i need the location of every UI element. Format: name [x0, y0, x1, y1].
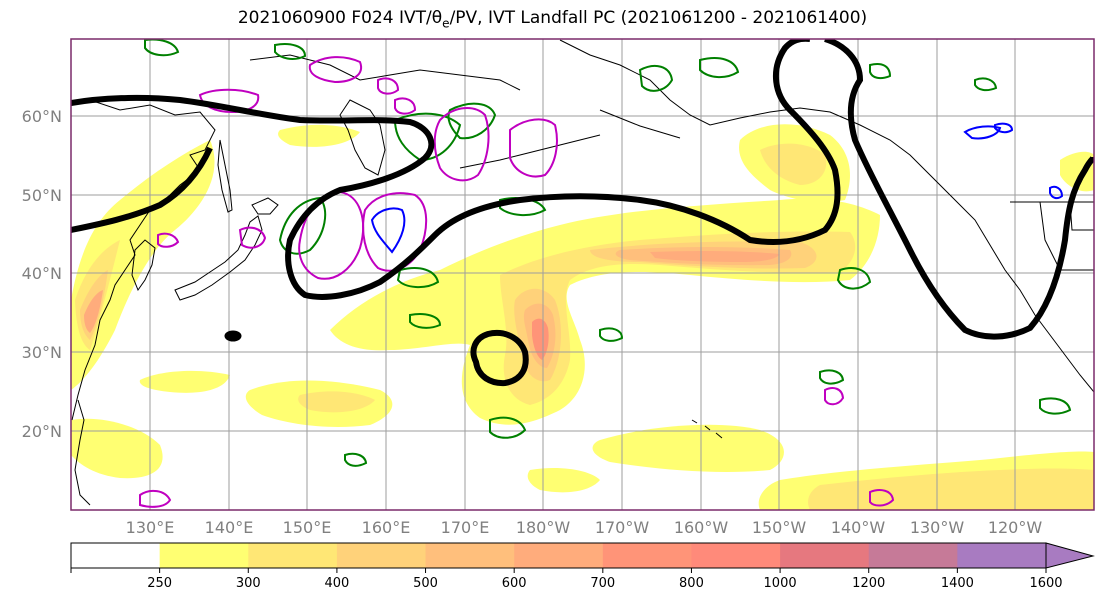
colorbar-tick-label: 500: [413, 576, 438, 591]
colorbar-tick-label: 300: [236, 576, 261, 591]
lon-label-150e: 150°E: [283, 518, 332, 537]
lon-label-150w: 150°W: [752, 518, 807, 537]
colorbar-cell: [336, 543, 427, 568]
lon-label-170w: 170°W: [595, 518, 650, 537]
colorbar-cell: [159, 543, 249, 568]
colorbar-tick-label: 700: [590, 576, 615, 591]
lon-labels: 130°E 140°E 150°E 160°E 170°E 180°W 170°…: [126, 518, 1043, 537]
colorbar-cell: [957, 543, 1047, 568]
lat-label-50: 50°N: [22, 186, 62, 205]
colorbar-tick-label: 1600: [1029, 576, 1062, 591]
lon-label-160e: 160°E: [362, 518, 411, 537]
lat-labels: 60°N 50°N 40°N 30°N 20°N: [22, 107, 62, 441]
ivt-shading: [71, 124, 1094, 510]
pv-blue-contours: [370, 122, 1064, 254]
colorbar-extend-arrow: [1045, 542, 1095, 569]
lat-label-20: 20°N: [22, 422, 62, 441]
colorbar-cell: [71, 543, 161, 568]
colorbar-tick-label: 250: [147, 576, 172, 591]
colorbar-cell: [514, 543, 604, 568]
theta-e-contours: [144, 39, 1072, 467]
colorbar: 250 300 400 500 600 700 800 1000 1200 1400 1600: [70, 542, 1095, 591]
colorbar-cell: [248, 543, 338, 568]
lon-label-180w: 180°W: [516, 518, 571, 537]
lon-label-140w: 140°W: [831, 518, 886, 537]
colorbar-cell: [780, 543, 870, 568]
colorbar-cell: [868, 543, 958, 568]
lon-label-130e: 130°E: [126, 518, 175, 537]
map-frame: [70, 38, 1095, 511]
colorbar-tick-label: 400: [324, 576, 349, 591]
chart-title: 2021060900 F024 IVT/θe/PV, IVT Landfall …: [237, 8, 868, 31]
lon-label-170e: 170°E: [441, 518, 490, 537]
colorbar-cell: [602, 543, 692, 568]
lon-label-140e: 140°E: [205, 518, 254, 537]
lon-label-120w: 120°W: [988, 518, 1043, 537]
colorbar-frame: [70, 542, 1047, 569]
lat-label-40: 40°N: [22, 264, 62, 283]
colorbar-tick-label: 800: [679, 576, 704, 591]
lon-label-160w: 160°W: [674, 518, 729, 537]
ivt-black-contours: [71, 39, 1094, 387]
lat-label-60: 60°N: [22, 107, 62, 126]
colorbar-tick-label: 1000: [764, 576, 797, 591]
colorbar-tick-label: 1400: [941, 576, 974, 591]
lat-label-30: 30°N: [22, 343, 62, 362]
colorbar-cell: [425, 543, 515, 568]
colorbar-cells: [71, 543, 1047, 568]
colorbar-tick-label: 600: [502, 576, 527, 591]
colorbar-tick-label: 1200: [852, 576, 885, 591]
colorbar-cell: [691, 543, 781, 568]
colorbar-ticks: 250 300 400 500 600 700 800 1000 1200 1400 1600: [70, 568, 1063, 591]
lon-label-130w: 130°W: [910, 518, 965, 537]
